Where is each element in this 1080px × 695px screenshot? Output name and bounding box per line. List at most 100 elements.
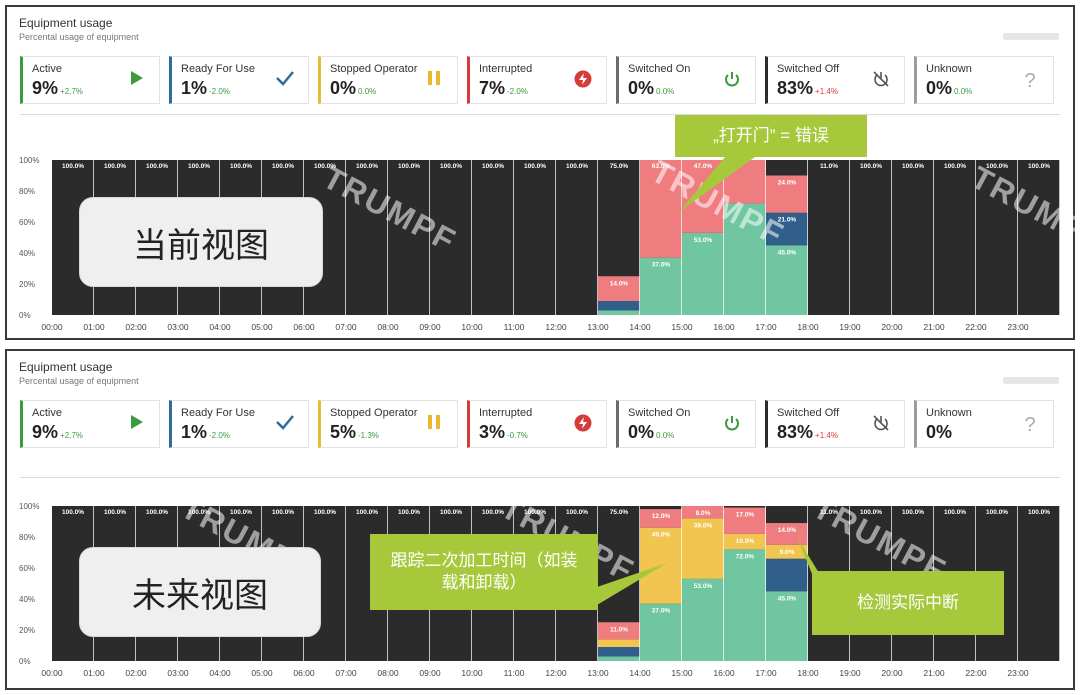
x-tick-label: 06:00	[293, 322, 315, 332]
bar-background[interactable]	[808, 160, 850, 315]
bar-segment[interactable]	[640, 603, 682, 661]
bar-background[interactable]	[514, 160, 556, 315]
card-active[interactable]: Active 9% +2.7%	[20, 56, 160, 104]
bar-background[interactable]	[934, 160, 976, 315]
bar-background[interactable]	[430, 160, 472, 315]
card-value: 83% +1.4%	[777, 78, 838, 98]
x-tick-label: 08:00	[377, 322, 399, 332]
x-tick-label: 15:00	[671, 668, 693, 678]
bar-background[interactable]	[976, 160, 1018, 315]
card-ready-for-use[interactable]: Ready For Use 1% -2.0%	[169, 56, 309, 104]
bar-top-label: 100.0%	[1028, 163, 1050, 170]
segment-label: 21.0%	[778, 217, 797, 224]
bar-segment[interactable]	[598, 639, 640, 648]
bar-top-label: 100.0%	[146, 163, 168, 170]
bar-top-label: 100.0%	[440, 509, 462, 516]
bar-segment[interactable]	[682, 518, 724, 579]
bar-background[interactable]	[556, 160, 598, 315]
panel-options-placeholder[interactable]	[1003, 33, 1059, 40]
bar-top-label: 100.0%	[1028, 509, 1050, 516]
card-value: 0% 0.0%	[330, 78, 377, 98]
bar-top-label: 100.0%	[188, 163, 210, 170]
card-switched-on[interactable]: Switched On 0% 0.0%	[616, 400, 756, 448]
bar-background[interactable]	[388, 160, 430, 315]
card-active[interactable]: Active 9% +2.7%	[20, 400, 160, 448]
segment-label: 45.0%	[778, 595, 797, 602]
x-tick-label: 01:00	[83, 322, 105, 332]
bar-segment[interactable]	[724, 533, 766, 550]
x-tick-label: 11:00	[504, 322, 525, 332]
card-stopped-operator[interactable]: Stopped Operator 5% -1.3%	[318, 400, 458, 448]
card-unknown[interactable]: Unknown 0% 0.0% ?	[914, 56, 1054, 104]
card-unknown[interactable]: Unknown 0% ?	[914, 400, 1054, 448]
bar-segment[interactable]	[766, 558, 808, 592]
card-stopped-operator[interactable]: Stopped Operator 0% 0.0%	[318, 56, 458, 104]
segment-label: 53.0%	[694, 583, 713, 590]
y-tick-label: 100%	[19, 156, 39, 165]
bar-segment[interactable]	[598, 656, 640, 661]
bar-top-label: 100.0%	[398, 509, 420, 516]
card-value: 0% 0.0%	[926, 78, 973, 98]
bar-background[interactable]	[346, 160, 388, 315]
callout-pointer	[679, 157, 755, 212]
bar-segment[interactable]	[724, 507, 766, 534]
bar-top-label: 100.0%	[524, 163, 546, 170]
y-tick-label: 60%	[19, 564, 35, 573]
bar-background[interactable]	[472, 160, 514, 315]
bar-segment[interactable]	[766, 175, 808, 213]
bar-top-label: 100.0%	[62, 163, 84, 170]
segment-label: 10.0%	[736, 538, 755, 545]
segment-label: 11.0%	[610, 626, 628, 633]
bar-segment[interactable]	[640, 160, 682, 258]
x-tick-label: 18:00	[797, 668, 819, 678]
segment-label: 49.0%	[652, 532, 671, 539]
bar-segment[interactable]	[766, 591, 808, 661]
bar-segment[interactable]	[598, 622, 640, 640]
bar-background[interactable]	[850, 160, 892, 315]
card-switched-on[interactable]: Switched On 0% 0.0%	[616, 56, 756, 104]
bar-segment[interactable]	[682, 506, 724, 519]
x-tick-label: 00:00	[41, 668, 63, 678]
bar-segment[interactable]	[724, 549, 766, 661]
card-switched-off[interactable]: Switched Off 83% +1.4%	[765, 400, 905, 448]
segment-label: 72.0%	[736, 553, 755, 560]
card-switched-off[interactable]: Switched Off 83% +1.4%	[765, 56, 905, 104]
card-ready-for-use[interactable]: Ready For Use 1% -2.0%	[169, 400, 309, 448]
panel-options-placeholder[interactable]	[1003, 377, 1059, 384]
y-tick-label: 40%	[19, 595, 35, 604]
x-tick-label: 13:00	[587, 668, 609, 678]
bar-top-label: 75.0%	[610, 509, 629, 516]
card-delta: 0.0%	[954, 87, 973, 96]
power-icon	[721, 70, 743, 92]
bar-segment[interactable]	[766, 212, 808, 246]
y-tick-label: 20%	[19, 280, 35, 289]
bar-background[interactable]	[1018, 160, 1060, 315]
bar-segment[interactable]	[682, 578, 724, 661]
bar-background[interactable]	[1018, 506, 1060, 661]
bar-segment[interactable]	[640, 257, 682, 315]
bar-segment[interactable]	[598, 647, 640, 657]
bar-background[interactable]	[892, 160, 934, 315]
bar-segment[interactable]	[598, 310, 640, 315]
bar-top-label: 100.0%	[314, 163, 336, 170]
bar-segment[interactable]	[766, 245, 808, 315]
card-interrupted[interactable]: Interrupted 7% -2.0%	[467, 56, 607, 104]
x-tick-label: 17:00	[755, 322, 777, 332]
bar-segment[interactable]	[640, 509, 682, 528]
bar-top-label: 100.0%	[566, 163, 588, 170]
bar-segment[interactable]	[766, 523, 808, 545]
y-tick-label: 0%	[19, 311, 31, 320]
bar-segment[interactable]	[724, 203, 766, 315]
x-tick-label: 03:00	[167, 668, 189, 678]
card-interrupted[interactable]: Interrupted 3% -0.7%	[467, 400, 607, 448]
card-delta: -2.0%	[507, 87, 528, 96]
bar-segment[interactable]	[598, 276, 640, 302]
bar-top-label: 100.0%	[356, 163, 378, 170]
card-label: Interrupted	[479, 407, 533, 419]
card-label: Interrupted	[479, 63, 533, 75]
bar-top-label: 100.0%	[272, 163, 294, 170]
card-delta: 0.0%	[656, 431, 675, 440]
bar-segment[interactable]	[598, 301, 640, 311]
bar-segment[interactable]	[766, 544, 808, 559]
bar-segment[interactable]	[682, 232, 724, 315]
